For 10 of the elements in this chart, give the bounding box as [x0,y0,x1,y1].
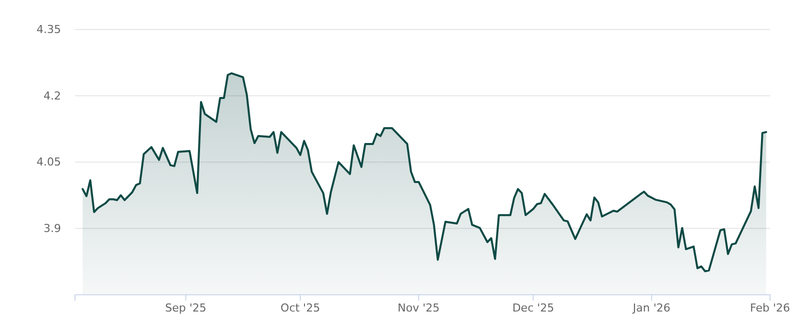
x-tick-label: Jan '26 [632,302,670,315]
y-tick-label: 3.9 [44,222,61,235]
y-tick-label: 4.2 [44,89,61,102]
x-tick-label: Dec '25 [512,302,554,315]
x-tick-label: Sep '25 [165,302,206,315]
x-tick-label: Nov '25 [398,302,440,315]
y-tick-label: 4.05 [36,156,61,169]
x-tick-label: Oct '25 [280,302,320,315]
y-tick-label: 4.35 [36,23,61,36]
x-tick-label: Feb '26 [750,302,790,315]
